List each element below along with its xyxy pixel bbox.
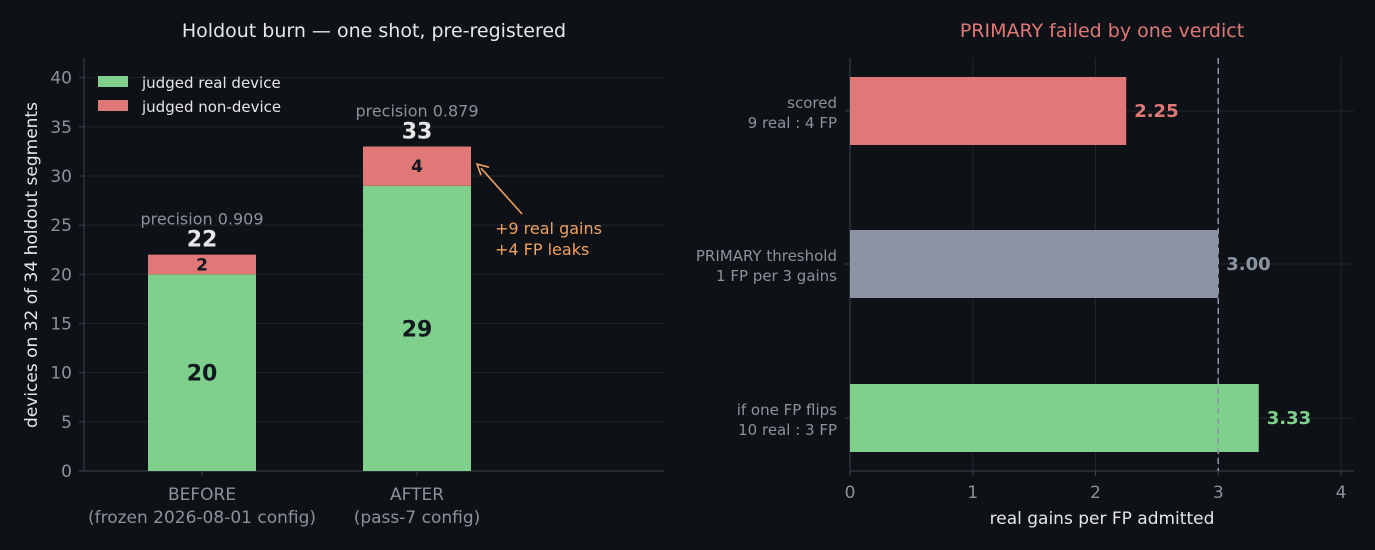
y-tick-label: 30 [50, 167, 72, 187]
bar-segment-non-device [363, 146, 471, 186]
left-y-axis-label: devices on 32 of 34 holdout segments [22, 102, 42, 428]
x-tick-label: 4 [1336, 483, 1347, 503]
bar-value-label: 2 [196, 256, 208, 276]
y-tick-label: 10 [50, 364, 72, 384]
bar-segment-real [148, 274, 256, 471]
x-tick-label: 3 [1213, 483, 1224, 503]
y-tick-label: 35 [50, 118, 72, 138]
bar-value-label: 3.00 [1226, 254, 1270, 275]
x-tick-label: 1 [967, 483, 978, 503]
bar-value-label: 20 [187, 362, 218, 387]
precision-label: precision 0.909 [140, 210, 263, 229]
left-x-ticks: BEFORE (frozen 2026-08-01 config) AFTER (pa… [88, 471, 480, 528]
bar-value-label: 29 [402, 317, 433, 342]
y-tick-label: 1 FP per 3 gains [716, 267, 837, 285]
y-tick-label: 9 real : 4 FP [748, 114, 837, 132]
x-tick-label: 0 [845, 483, 856, 503]
y-tick-label: 10 real : 3 FP [738, 421, 837, 439]
right-x-axis-label: real gains per FP admitted [990, 509, 1215, 529]
y-tick-label: scored [787, 94, 837, 112]
x-tick-label: (pass-7 config) [354, 508, 481, 528]
legend: judged real device judged non-device [98, 74, 281, 116]
annotation-arrow-head [475, 163, 490, 176]
bar-value-label: 3.33 [1267, 408, 1311, 429]
y-tick-label: 20 [50, 265, 72, 285]
y-tick-label: 40 [50, 69, 72, 89]
bar [850, 230, 1219, 298]
annotation-arrow-line [480, 167, 523, 215]
bar-segment-real [363, 185, 471, 472]
bar-value-label: 4 [411, 157, 423, 177]
y-tick-label: if one FP flips [737, 401, 837, 419]
right-bars: 2.25 scored 9 real : 4 FP 3.00 PRIMARY thres… [696, 77, 1311, 452]
bar [850, 77, 1127, 145]
x-tick-label: BEFORE [168, 485, 236, 505]
bar [850, 384, 1259, 452]
annotation-text: +4 FP leaks [495, 240, 589, 259]
x-tick-label: AFTER [390, 485, 444, 505]
y-tick-label: 0 [61, 462, 72, 482]
left-chart-title: Holdout burn — one shot, pre-registered [182, 20, 566, 42]
left-y-ticks: 0 5 10 15 20 25 30 35 40 [50, 69, 84, 482]
legend-swatch [98, 76, 128, 87]
bar-segment-non-device [148, 254, 256, 275]
annotation-text: +9 real gains [495, 219, 602, 238]
stacked-bar-chart: Holdout burn — one shot, pre-registered … [22, 20, 664, 528]
y-tick-label: 5 [61, 413, 72, 433]
right-chart-title: PRIMARY failed by one verdict [960, 20, 1244, 42]
bar-value-label: 2.25 [1134, 101, 1178, 122]
right-x-ticks: 0 1 2 3 4 [845, 471, 1347, 503]
horizontal-bar-chart: PRIMARY failed by one verdict real gains… [696, 20, 1354, 529]
bar-total-label: 33 [402, 120, 433, 145]
bar-total-label: 22 [187, 228, 218, 253]
y-tick-label: 25 [50, 216, 72, 236]
precision-label: precision 0.879 [355, 102, 478, 121]
legend-swatch [98, 100, 128, 111]
legend-label: judged non-device [141, 98, 281, 116]
annotation: +9 real gains +4 FP leaks [475, 163, 602, 259]
y-tick-label: PRIMARY threshold [696, 247, 837, 265]
x-tick-label: (frozen 2026-08-01 config) [88, 508, 316, 528]
x-tick-label: 2 [1090, 483, 1101, 503]
legend-label: judged real device [141, 74, 281, 92]
y-tick-label: 15 [50, 315, 72, 335]
